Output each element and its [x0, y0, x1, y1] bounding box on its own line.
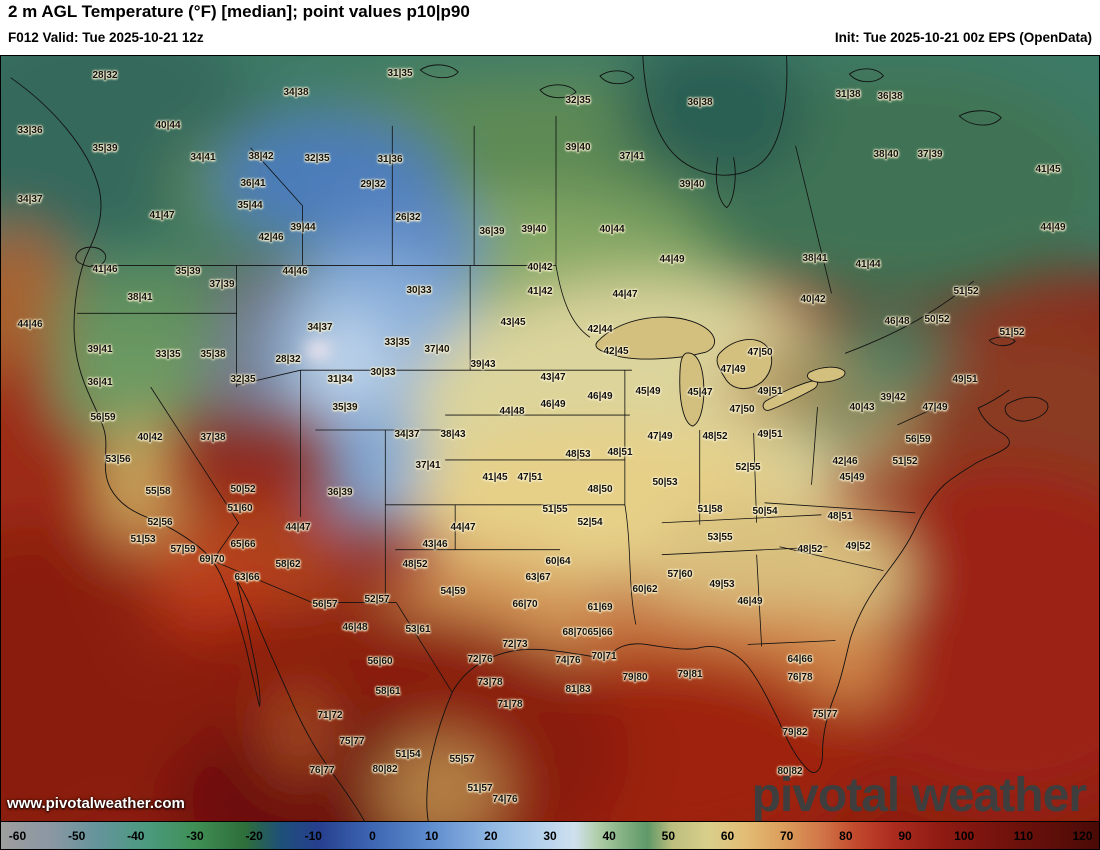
cold-core-spot	[305, 340, 332, 361]
colorbar-tick: -60	[8, 828, 27, 843]
colorbar-tick: 90	[898, 828, 912, 843]
pivotal-weather-logo: pivotal weather	[751, 769, 1087, 822]
great-lakes	[595, 316, 846, 427]
colorbar-tick: -50	[67, 828, 86, 843]
colorbar-tick: -30	[186, 828, 204, 843]
colorbar-tick: -40	[127, 828, 145, 843]
colorbar-tick: 110	[1013, 828, 1034, 843]
coastline	[10, 56, 1049, 821]
colorbar-tick: -10	[304, 828, 322, 843]
colorbar-tick: 40	[602, 828, 616, 843]
colorbar-tick: 50	[661, 828, 676, 843]
colorbar-tick: 30	[543, 828, 557, 843]
init-time: Init: Tue 2025-10-21 00z EPS (OpenData)	[834, 30, 1092, 45]
watermark: www.pivotalweather.com	[7, 795, 185, 812]
map-canvas	[0, 55, 1100, 822]
colorbar-tick: 120	[1072, 828, 1093, 843]
map-title: 2 m AGL Temperature (°F) [median]; point…	[8, 2, 470, 21]
valid-time: F012 Valid: Tue 2025-10-21 12z	[8, 30, 204, 45]
political-boundaries	[76, 115, 942, 693]
map-header: 2 m AGL Temperature (°F) [median]; point…	[0, 0, 1100, 55]
colorbar-tick: 10	[424, 828, 439, 843]
colorbar-tick: 60	[720, 828, 735, 843]
colorbar-tick: -20	[245, 828, 263, 843]
colorbar-tick: 70	[779, 828, 794, 843]
temperature-field-svg	[1, 56, 1099, 821]
colorbar: -60 -50 -40 -30 -20 -10 0 10 20 30 40 50 60 70 80 90 100…	[0, 822, 1100, 850]
colorbar-tick: 80	[839, 828, 853, 843]
colorbar-tick: 0	[369, 828, 376, 843]
colorbar-tick: 100	[954, 828, 975, 843]
colorbar-tick: 20	[484, 828, 498, 843]
colorbar-gradient	[1, 822, 1099, 849]
temperature-field	[1, 56, 1099, 821]
